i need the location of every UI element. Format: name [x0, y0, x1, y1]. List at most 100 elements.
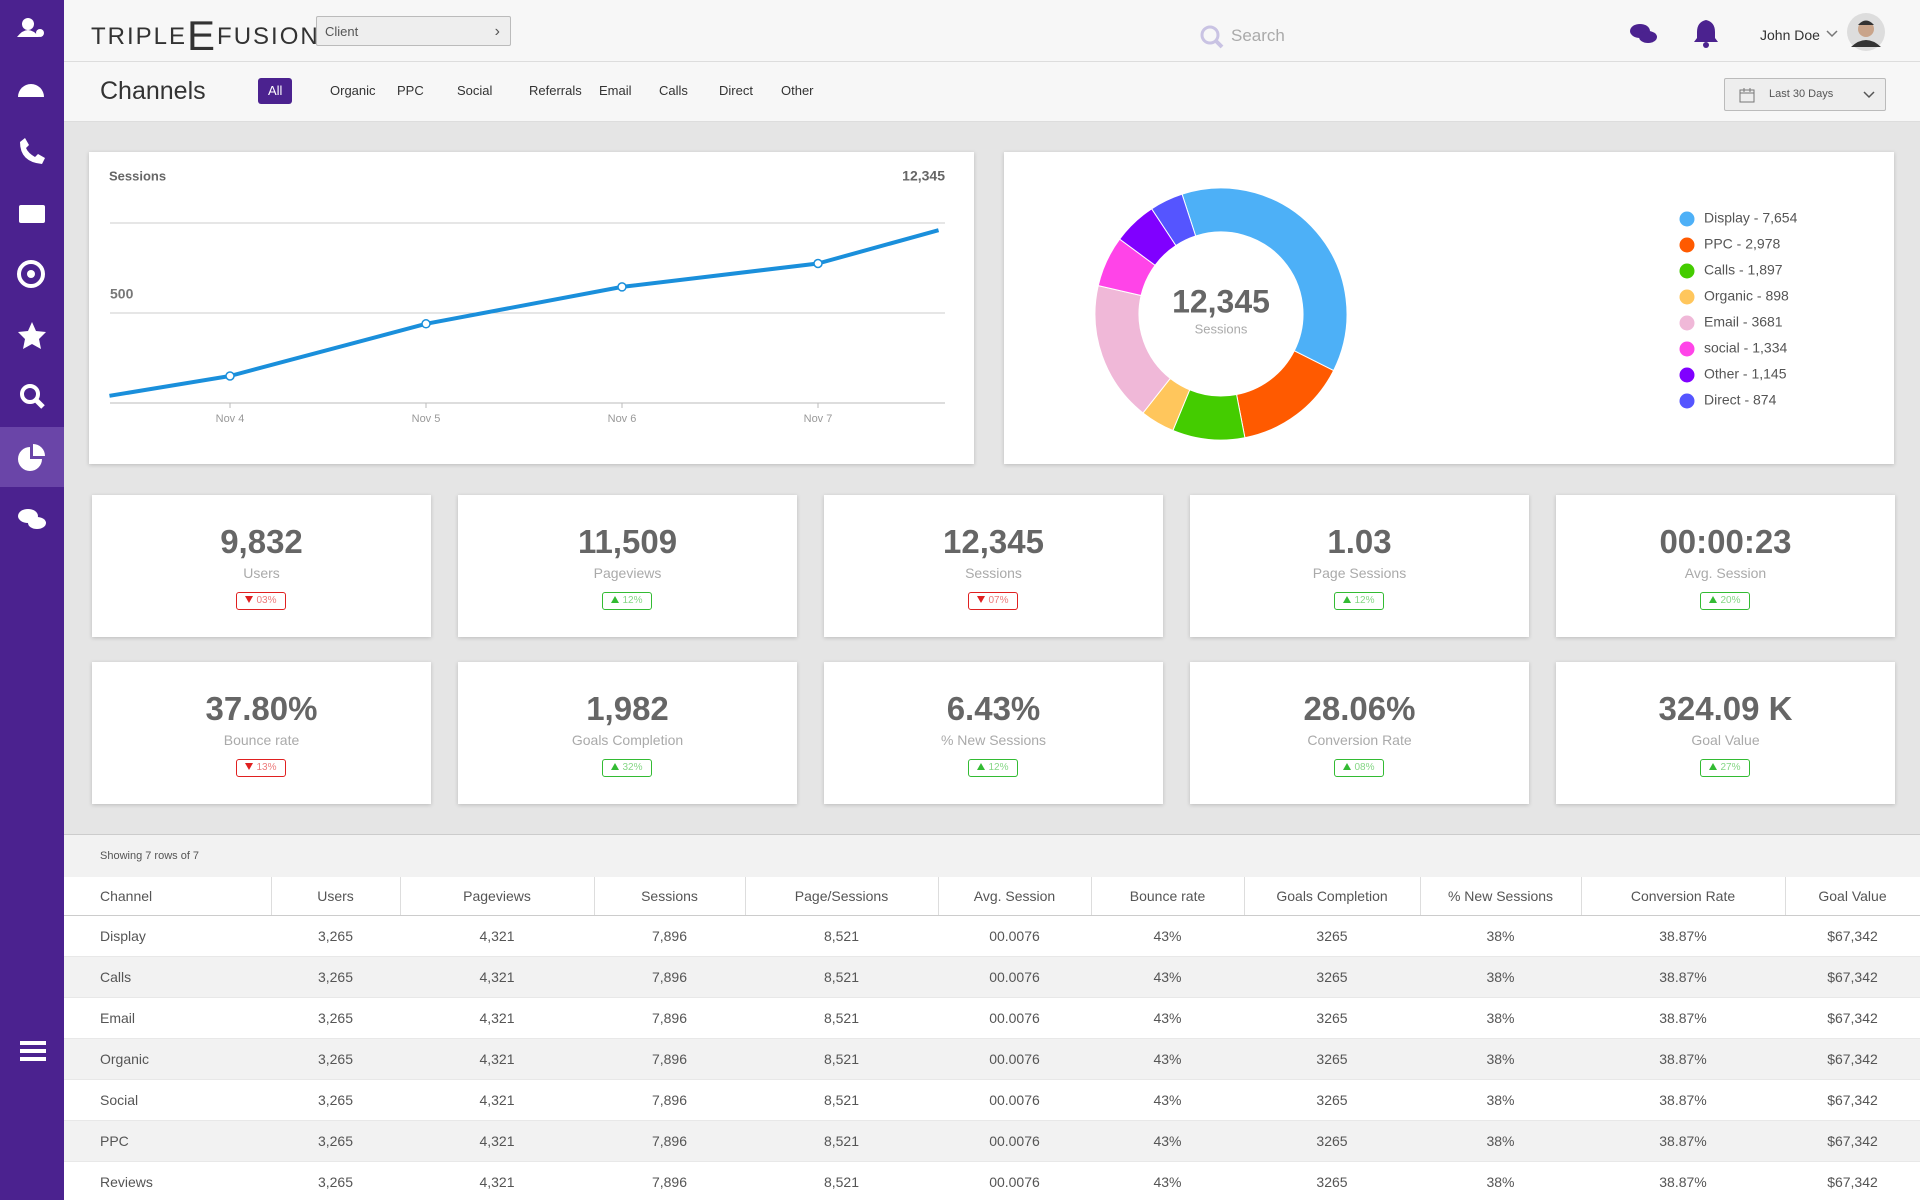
tab[interactable]: Calls	[659, 83, 688, 98]
cell: 43%	[1091, 1079, 1244, 1121]
donut-slice	[1181, 187, 1348, 372]
column-header[interactable]: Goals Completion	[1244, 877, 1421, 916]
column-header[interactable]: Sessions	[594, 877, 746, 916]
column-header[interactable]: Avg. Session	[938, 877, 1092, 916]
dashboard-icon[interactable]	[18, 84, 44, 97]
legend-label: Email - 3681	[1704, 314, 1783, 330]
messages-icon[interactable]	[1629, 22, 1659, 46]
change-value: 20%	[1720, 595, 1741, 606]
cell: 38.87%	[1581, 915, 1785, 957]
cell: 4,321	[400, 1079, 594, 1121]
page-title: Channels	[100, 77, 206, 105]
column-header[interactable]: Page/Sessions	[745, 877, 939, 916]
change-arrow	[611, 596, 620, 603]
y-tick-label: 500	[110, 286, 134, 302]
cell: 38%	[1420, 956, 1581, 998]
table-row: Display 3,265 4,321 7,896 8,521 00.0076 43% 326…	[64, 915, 1920, 957]
user-name[interactable]: John Doe	[1760, 27, 1820, 43]
cell: 00.0076	[938, 1079, 1091, 1121]
change-value: 03%	[256, 595, 277, 606]
cell: Organic	[64, 1038, 271, 1080]
cell: 43%	[1091, 1161, 1244, 1200]
column-header[interactable]: % New Sessions	[1420, 877, 1582, 916]
chevron	[1863, 91, 1875, 99]
kpi-card: 1,982 Goals Completion 32%	[458, 662, 797, 804]
column-header[interactable]: Conversion Rate	[1581, 877, 1786, 916]
cell: 38%	[1420, 1120, 1581, 1162]
cell: $67,342	[1785, 1079, 1920, 1121]
kpi-card: 1.03 Page Sessions 12%	[1190, 495, 1529, 637]
tab[interactable]: All	[258, 78, 293, 104]
chat-icon[interactable]	[18, 509, 46, 529]
cell: 3,265	[271, 1079, 400, 1121]
kpi-label: Page Sessions	[1312, 565, 1407, 581]
tab[interactable]: Email	[599, 83, 632, 98]
tab[interactable]: Referrals	[529, 83, 582, 98]
cell: 38.87%	[1581, 1120, 1785, 1162]
tab[interactable]: Other	[781, 83, 814, 98]
cell: 4,321	[400, 1038, 594, 1080]
cell: 4,321	[400, 915, 594, 957]
cell: 7,896	[594, 956, 745, 998]
column-header[interactable]: Bounce rate	[1091, 877, 1245, 916]
date-select[interactable]: Last 30 Days	[1724, 78, 1886, 111]
legend-swatch	[1679, 289, 1695, 305]
table-row: Calls 3,265 4,321 7,896 8,521 00.0076 43% 3265 3…	[64, 956, 1920, 998]
column-header[interactable]: Users	[271, 877, 401, 916]
chart-title: Sessions	[109, 168, 166, 183]
table-row: Reviews 3,265 4,321 7,896 8,521 00.0076 43% 326…	[64, 1161, 1920, 1200]
mail-icon[interactable]	[19, 205, 45, 223]
legend-label: Calls - 1,897	[1704, 262, 1783, 278]
change-badge: 27%	[1700, 759, 1750, 777]
column-header[interactable]: Goal Value	[1785, 877, 1920, 916]
chevron	[1826, 30, 1838, 38]
donut-slice	[1150, 193, 1197, 247]
kpi-card: 00:00:23 Avg. Session 20%	[1556, 495, 1895, 637]
kpi-card: 6.43% % New Sessions 12%	[824, 662, 1163, 804]
tab[interactable]: Direct	[719, 83, 753, 98]
cell: 3,265	[271, 1161, 400, 1200]
bell-icon[interactable]	[1692, 18, 1720, 48]
logo: TRIPLEEFUSION	[91, 12, 320, 60]
kpi-card: 324.09 K Goal Value 27%	[1556, 662, 1895, 804]
tab[interactable]: Organic	[330, 83, 376, 98]
column-header[interactable]: Pageviews	[400, 877, 595, 916]
cell: Social	[64, 1079, 271, 1121]
column-header[interactable]: Channel	[64, 877, 272, 916]
kpi-value: 9,832	[220, 523, 303, 560]
cell: 00.0076	[938, 956, 1091, 998]
point	[617, 282, 627, 292]
change-value: 12%	[988, 762, 1009, 773]
search-input[interactable]: Search	[1231, 26, 1285, 45]
phone-icon[interactable]	[20, 138, 45, 164]
legend-label: Organic - 898	[1704, 288, 1789, 304]
kpi-card: 9,832 Users 03%	[92, 495, 431, 637]
cell: 7,896	[594, 1161, 745, 1200]
cell: 3265	[1244, 997, 1420, 1039]
legend-swatch	[1679, 237, 1695, 253]
at-icon[interactable]	[17, 260, 45, 288]
tab[interactable]: PPC	[397, 83, 424, 98]
avatar[interactable]	[1847, 13, 1885, 51]
menu-icon[interactable]	[20, 1041, 46, 1061]
star-icon[interactable]	[18, 322, 46, 349]
cell: Display	[64, 915, 271, 957]
cell: 00.0076	[938, 1161, 1091, 1200]
cell: 00.0076	[938, 1038, 1091, 1080]
search-icon[interactable]	[20, 384, 45, 409]
change-arrow	[1343, 763, 1352, 770]
cell: 3,265	[271, 956, 400, 998]
tab[interactable]: Social	[457, 83, 493, 98]
users-icon[interactable]	[17, 18, 44, 37]
chart-icon[interactable]	[18, 444, 45, 471]
change-arrow	[245, 763, 254, 770]
logo-text: E	[187, 12, 218, 59]
sidebar-icons	[0, 18, 64, 1061]
cell: 8,521	[745, 956, 938, 998]
client-select[interactable]: Client ›	[316, 16, 511, 46]
legend-label: Other - 1,145	[1704, 366, 1787, 382]
line-card: Sessions 12,345 500 Nov 4 Nov 5 Nov 6 Nov 7	[89, 152, 974, 464]
center-value: 12,345	[1172, 283, 1270, 319]
cell: 3265	[1244, 1079, 1420, 1121]
